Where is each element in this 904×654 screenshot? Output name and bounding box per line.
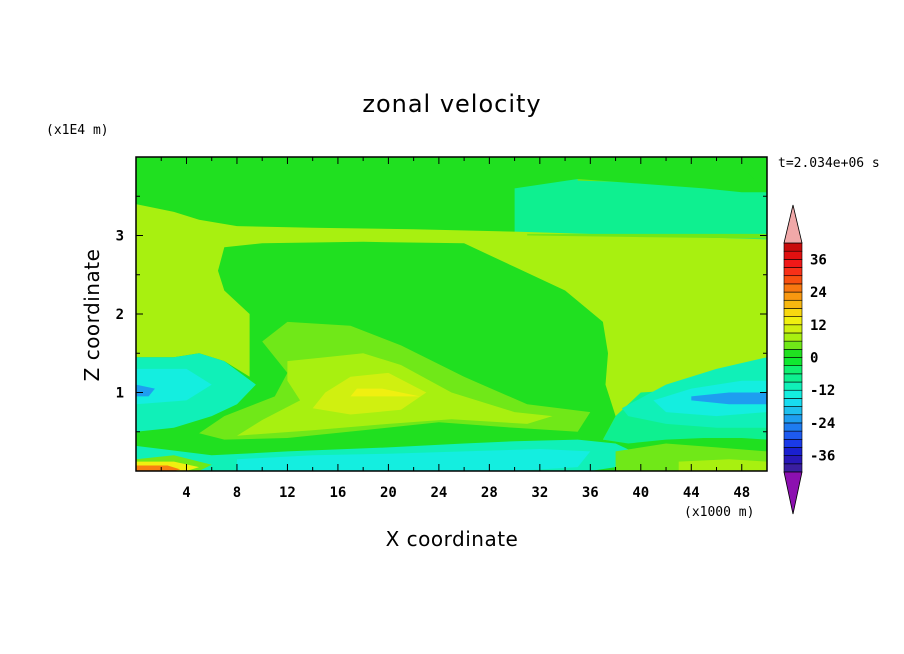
colorbar-swatch	[783, 291, 803, 301]
colorbar-swatch	[783, 381, 803, 391]
x-unit-label: (x1000 m)	[684, 505, 754, 520]
colorbar-swatch	[783, 299, 803, 309]
y-tick-label: 2	[116, 307, 124, 323]
x-tick-label: 24	[430, 485, 447, 501]
colorbar-swatch	[783, 357, 803, 366]
plot-area	[136, 157, 767, 471]
colorbar-label: 0	[810, 351, 818, 367]
colorbar-swatch	[783, 349, 803, 358]
x-tick-label: 8	[233, 485, 241, 501]
x-tick-label: 4	[182, 485, 190, 501]
colorbar-label: -36	[810, 449, 835, 465]
y-tick-label: 1	[116, 386, 124, 402]
x-tick-label: 36	[582, 485, 599, 501]
plot-frame	[135, 156, 768, 472]
x-tick-label: 20	[380, 485, 397, 501]
colorbar-swatch	[783, 422, 803, 432]
chart-title: zonal velocity	[362, 90, 541, 118]
colorbar-swatch	[783, 332, 803, 342]
colorbar-swatch	[783, 316, 803, 326]
contour-region-11	[691, 392, 767, 405]
y-tick-label: 3	[116, 229, 124, 245]
colorbar-swatch	[783, 373, 803, 383]
colorbar-swatch	[783, 267, 803, 277]
time-label: t=2.034e+06 s	[778, 156, 880, 171]
colorbar-swatch	[783, 398, 803, 407]
colorbar-swatch	[783, 365, 803, 375]
x-axis: 4 8 12 16 20 24 28 32 36 40 44 48	[160, 157, 768, 501]
colorbar-swatch	[783, 430, 803, 440]
contour-region-2	[527, 233, 767, 239]
contour-region-3	[136, 157, 767, 232]
x-tick-label: 28	[481, 485, 498, 501]
colorbar-label: 36	[810, 252, 827, 268]
contour-region-22	[136, 465, 181, 471]
contour-region-19	[678, 459, 767, 471]
colorbar-swatch	[783, 463, 803, 473]
colorbar-swatch	[783, 406, 803, 416]
contour-region-13	[237, 449, 591, 471]
colorbar-swatch	[783, 455, 803, 465]
x-tick-label: 48	[733, 485, 750, 501]
colorbar-swatch	[783, 275, 803, 285]
x-tick-label: 40	[632, 485, 649, 501]
colorbar-swatch	[783, 283, 803, 293]
x-tick-label: 12	[279, 485, 296, 501]
colorbar-swatch	[783, 447, 803, 456]
colorbar-label: -12	[810, 383, 835, 399]
x-axis-label: X coordinate	[386, 527, 519, 551]
colorbar-swatch	[783, 242, 803, 252]
colorbar-swatch	[783, 308, 803, 317]
x-tick-label: 44	[683, 485, 700, 501]
colorbar-label: 12	[810, 318, 827, 334]
x-tick-label: 32	[531, 485, 548, 501]
x-tick-label: 16	[329, 485, 346, 501]
colorbar-swatch	[783, 324, 803, 334]
colorbar-swatch	[783, 340, 803, 350]
contour-region-8	[136, 384, 155, 397]
contour-region-7	[136, 368, 212, 405]
y-axis: 1 2 3	[116, 195, 767, 433]
y-unit-label: (x1E4 m)	[46, 123, 109, 138]
colorbar-under-arrow	[783, 471, 803, 515]
colorbar-swatch	[783, 259, 803, 268]
colorbar-over-arrow	[783, 204, 803, 244]
contour-region-5	[748, 157, 767, 193]
colorbar-swatch	[783, 389, 803, 399]
colorbar-swatch	[783, 414, 803, 424]
colorbar-label: 24	[810, 285, 827, 301]
colorbar: -36 -24 -12 0 12 24 36	[783, 204, 835, 515]
y-axis-label: Z coordinate	[80, 249, 104, 382]
colorbar-label: -24	[810, 416, 835, 432]
colorbar-swatch	[783, 250, 803, 260]
colorbar-swatch	[783, 438, 803, 448]
contour-region-17	[350, 388, 420, 397]
